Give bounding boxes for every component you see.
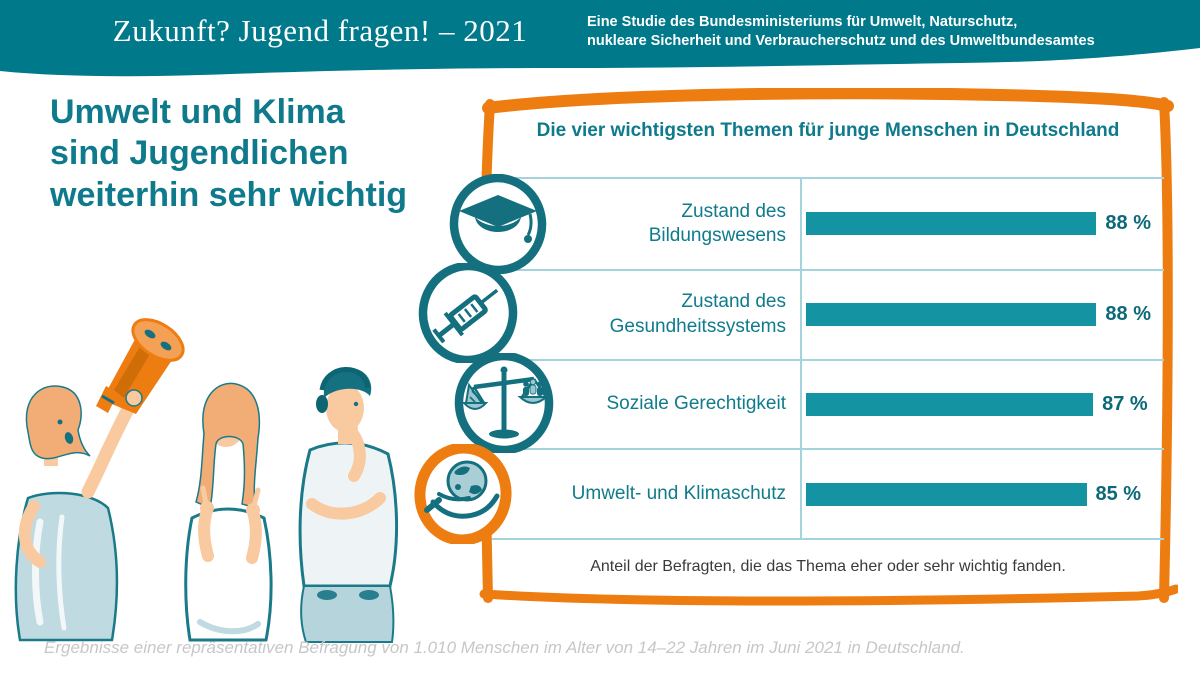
chart-note: Anteil der Befragten, die das Thema eher…	[590, 558, 1066, 575]
headphones-icon	[319, 367, 371, 391]
bar-bildungswesen	[806, 212, 1097, 236]
study-subtitle: Eine Studie des Bundesministeriums für U…	[587, 13, 1147, 51]
row-label-umwelt-klimaschutz: Umwelt- und Klimaschutz	[571, 482, 786, 504]
bar-cell: 87 %	[800, 360, 1164, 449]
person-megaphone-figure	[14, 318, 185, 642]
bar-umwelt-klimaschutz	[806, 482, 1087, 506]
study-subtitle-line1: Eine Studie des Bundesministeriums für U…	[587, 14, 1018, 30]
footnote: Ergebnisse einer repräsentativen Befragu…	[44, 638, 965, 657]
people-on-scale-icon	[523, 378, 543, 396]
globe-continents	[454, 466, 482, 495]
table-row: Soziale Gerechtigkeit 87 %	[492, 358, 1164, 449]
person-middle-figure	[184, 382, 273, 642]
header-band: Zukunft? Jugend fragen! – 2021 Eine Stud…	[0, 0, 1200, 90]
page-title: Umwelt und Klima sind Jugendlichen weite…	[50, 93, 408, 214]
row-label-gesundheitssystem: Zustand des Gesundheitssystems	[609, 291, 786, 337]
bar-gesundheitssystem	[806, 303, 1097, 327]
syringe-icon	[418, 263, 518, 363]
row-label-soziale-gerechtigkeit: Soziale Gerechtigkeit	[606, 393, 786, 415]
chart-rows: Zustand des Bildungswesens 88 % Zustand …	[492, 177, 1164, 540]
chart-title: Die vier wichtigsten Themen für junge Me…	[536, 120, 1120, 141]
study-title: Zukunft? Jugend fragen! – 2021	[112, 13, 528, 48]
bar-soziale-gerechtigkeit	[806, 392, 1094, 416]
study-subtitle-line2: nukleare Sicherheit und Verbraucherschut…	[587, 32, 1095, 49]
table-row: Umwelt- und Klimaschutz 85 %	[492, 448, 1164, 538]
graduation-cap-icon	[449, 174, 547, 274]
bar-cell: 85 %	[800, 450, 1164, 538]
youth-illustration	[14, 318, 399, 643]
person-right-figure	[298, 367, 399, 643]
bar-value: 88 %	[1105, 303, 1151, 326]
table-row: Zustand des Bildungswesens 88 %	[492, 179, 1164, 269]
bar-value: 87 %	[1102, 392, 1148, 415]
row-label-bildungswesen: Zustand des Bildungswesens	[648, 200, 786, 246]
scales-of-justice-icon	[454, 353, 554, 453]
header-wave-shape	[0, 0, 1200, 77]
bar-cell: 88 %	[800, 179, 1164, 269]
bar-value: 88 %	[1105, 212, 1151, 235]
bar-value: 85 %	[1095, 482, 1142, 505]
table-row: Zustand des Gesundheitssystems 88 %	[492, 268, 1164, 359]
megaphone-icon	[96, 318, 185, 414]
chart-panel: Die vier wichtigsten Themen für junge Me…	[478, 88, 1178, 612]
hand-holding-globe-icon	[414, 444, 512, 544]
bar-cell: 88 %	[800, 270, 1164, 359]
